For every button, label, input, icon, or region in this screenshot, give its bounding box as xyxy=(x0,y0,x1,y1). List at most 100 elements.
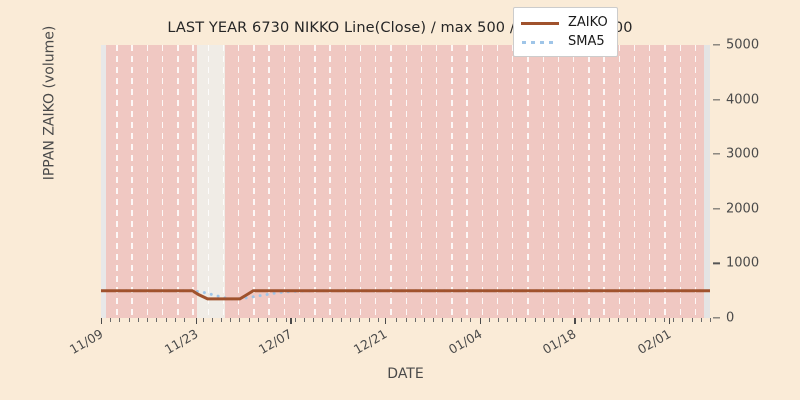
legend-label-zaiko: ZAIKO xyxy=(568,15,608,30)
y-tick-mark xyxy=(713,208,720,210)
x-tick-minor-mark xyxy=(433,318,435,322)
x-tick-minor-mark xyxy=(313,318,315,322)
y-tick-mark xyxy=(713,317,720,319)
x-tick-label: 02/01 xyxy=(635,326,674,358)
x-tick-minor-mark xyxy=(682,318,684,322)
x-tick-minor-mark xyxy=(267,318,269,322)
x-tick-minor-mark xyxy=(700,318,702,322)
legend-item-zaiko[interactable]: ZAIKO xyxy=(521,13,608,32)
x-tick-minor-mark xyxy=(626,318,628,322)
gridline-vertical xyxy=(466,45,468,318)
y-axis-label: IPPAN ZAIKO (volume) xyxy=(41,25,58,181)
gridline-vertical xyxy=(359,45,362,318)
x-axis-label: DATE xyxy=(387,366,424,382)
x-tick-minor-mark xyxy=(220,318,222,322)
gridline-vertical xyxy=(344,45,346,318)
x-tick-label: 12/07 xyxy=(256,326,295,358)
x-tick-minor-mark xyxy=(617,318,619,322)
x-tick-minor-mark xyxy=(350,318,352,322)
x-tick-minor-mark xyxy=(174,318,176,322)
legend-swatch-solid-line-icon xyxy=(521,17,559,29)
gridline-vertical xyxy=(298,45,301,318)
gridline-vertical xyxy=(390,45,392,318)
x-tick-minor-mark xyxy=(110,318,112,322)
x-tick-minor-mark xyxy=(497,318,499,322)
gridline-vertical xyxy=(603,45,605,318)
x-tick-minor-mark xyxy=(156,318,158,322)
y-tick-label: 4000 xyxy=(726,92,760,108)
x-tick-minor-mark xyxy=(377,318,379,322)
gridline-vertical xyxy=(314,45,316,318)
x-tick-mark xyxy=(290,318,292,324)
x-tick-minor-mark xyxy=(211,318,213,322)
y-tick-label: 3000 xyxy=(726,146,760,162)
x-tick-mark xyxy=(195,318,197,324)
gridline-vertical xyxy=(375,45,377,318)
y-tick-mark xyxy=(713,44,720,46)
x-tick-minor-mark xyxy=(553,318,555,322)
gridline-vertical xyxy=(649,45,651,318)
y-tick-mark xyxy=(713,153,720,155)
x-tick-minor-mark xyxy=(230,318,232,322)
x-tick-minor-mark xyxy=(645,318,647,322)
gridline-vertical xyxy=(131,45,133,318)
chart-title: LAST YEAR 6730 NIKKO Line(Close) / max 5… xyxy=(167,20,633,36)
gridline-vertical xyxy=(222,45,225,318)
x-tick-minor-mark xyxy=(239,318,241,322)
gridline-vertical xyxy=(146,45,149,318)
x-tick-minor-mark xyxy=(368,318,370,322)
x-tick-minor-mark xyxy=(331,318,333,322)
gridline-vertical xyxy=(451,45,453,318)
gridline-vertical xyxy=(557,45,560,318)
x-tick-minor-mark xyxy=(147,318,149,322)
x-tick-minor-mark xyxy=(442,318,444,322)
x-tick-minor-mark xyxy=(405,318,407,322)
x-tick-minor-mark xyxy=(562,318,564,322)
x-tick-label: 11/09 xyxy=(66,326,106,358)
gridline-vertical xyxy=(192,45,194,318)
gridline-vertical xyxy=(572,45,575,318)
x-tick-minor-mark xyxy=(285,318,287,322)
y-tick-label: 1000 xyxy=(726,255,760,271)
x-tick-minor-mark xyxy=(488,318,490,322)
x-tick-mark xyxy=(385,318,387,324)
x-tick-minor-mark xyxy=(534,318,536,322)
plot-highlight-band xyxy=(197,45,226,318)
x-tick-minor-mark xyxy=(599,318,601,322)
gridline-vertical xyxy=(238,45,240,318)
x-tick-label: 12/21 xyxy=(350,326,390,358)
x-tick-minor-mark xyxy=(460,318,462,322)
gridline-vertical xyxy=(268,45,270,318)
x-tick-minor-mark xyxy=(636,318,638,322)
y-tick-label: 0 xyxy=(726,310,735,326)
x-tick-mark xyxy=(669,318,671,324)
gridline-vertical xyxy=(481,45,484,318)
legend-swatch-dotted-line-icon xyxy=(521,36,559,48)
y-tick-mark xyxy=(713,98,720,101)
x-tick-minor-mark xyxy=(396,318,398,322)
legend-label-sma5: SMA5 xyxy=(568,34,605,49)
chart-legend[interactable]: ZAIKO SMA5 xyxy=(513,7,618,57)
x-tick-minor-mark xyxy=(654,318,656,322)
x-tick-minor-mark xyxy=(710,318,711,322)
x-tick-minor-mark xyxy=(673,318,675,322)
gridline-vertical xyxy=(664,45,666,318)
y-tick-label: 2000 xyxy=(726,201,760,217)
x-tick-minor-mark xyxy=(414,318,416,322)
gridline-vertical xyxy=(329,45,331,318)
gridline-vertical xyxy=(679,45,681,318)
x-tick-minor-mark xyxy=(691,318,693,322)
gridline-vertical xyxy=(207,45,209,318)
x-tick-minor-mark xyxy=(202,318,204,322)
gridline-vertical xyxy=(283,45,286,318)
gridline-vertical xyxy=(420,45,423,318)
legend-item-sma5[interactable]: SMA5 xyxy=(521,32,608,51)
gridline-vertical xyxy=(618,45,621,318)
x-tick-minor-mark xyxy=(276,318,278,322)
x-tick-minor-mark xyxy=(451,318,453,322)
y-tick-mark xyxy=(713,262,720,265)
x-tick-minor-mark xyxy=(590,318,592,322)
x-tick-minor-mark xyxy=(507,318,508,322)
x-tick-minor-mark xyxy=(516,318,518,322)
